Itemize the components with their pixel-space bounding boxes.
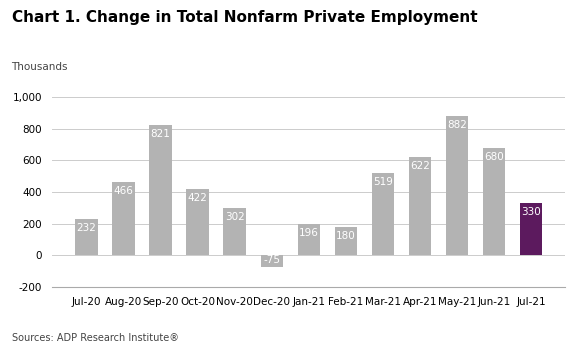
Text: 680: 680	[484, 152, 504, 162]
Text: 882: 882	[447, 120, 467, 129]
Text: 622: 622	[410, 161, 430, 171]
Bar	[75, 219, 98, 255]
Bar	[186, 189, 209, 255]
Text: Thousands: Thousands	[12, 62, 68, 72]
Bar	[223, 208, 246, 255]
Text: 196: 196	[299, 228, 319, 238]
Text: 519: 519	[373, 177, 393, 187]
Text: Chart 1. Change in Total Nonfarm Private Employment: Chart 1. Change in Total Nonfarm Private…	[12, 10, 477, 25]
Text: 232: 232	[76, 222, 96, 233]
Bar	[409, 157, 431, 255]
Bar	[520, 203, 542, 255]
Bar	[298, 224, 320, 255]
Bar	[446, 116, 468, 255]
Text: 821: 821	[151, 129, 170, 139]
Text: 422: 422	[188, 192, 208, 202]
Bar	[149, 125, 171, 255]
Text: 180: 180	[336, 231, 355, 241]
Bar	[372, 173, 394, 255]
Text: Sources: ADP Research Institute®: Sources: ADP Research Institute®	[12, 333, 178, 343]
Bar	[113, 182, 134, 255]
Text: 302: 302	[224, 211, 245, 221]
Bar	[335, 227, 357, 255]
Text: 330: 330	[521, 207, 541, 217]
Bar	[483, 148, 505, 255]
Bar	[261, 255, 283, 267]
Text: 466: 466	[114, 185, 133, 195]
Text: -75: -75	[263, 255, 280, 265]
